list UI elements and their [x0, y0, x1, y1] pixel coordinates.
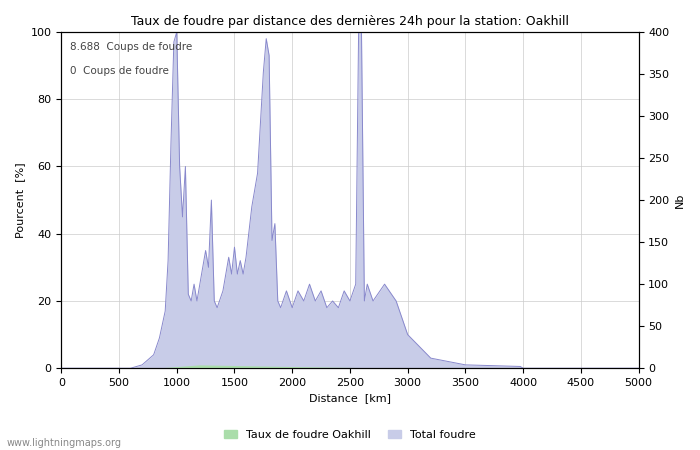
Title: Taux de foudre par distance des dernières 24h pour la station: Oakhill: Taux de foudre par distance des dernière…: [131, 15, 569, 28]
X-axis label: Distance  [km]: Distance [km]: [309, 393, 391, 404]
Text: 0  Coups de foudre: 0 Coups de foudre: [70, 66, 169, 76]
Text: 8.688  Coups de foudre: 8.688 Coups de foudre: [70, 42, 192, 52]
Text: www.lightningmaps.org: www.lightningmaps.org: [7, 438, 122, 448]
Y-axis label: Nb: Nb: [675, 193, 685, 208]
Legend: Taux de foudre Oakhill, Total foudre: Taux de foudre Oakhill, Total foudre: [220, 425, 480, 445]
Y-axis label: Pourcent  [%]: Pourcent [%]: [15, 162, 25, 238]
